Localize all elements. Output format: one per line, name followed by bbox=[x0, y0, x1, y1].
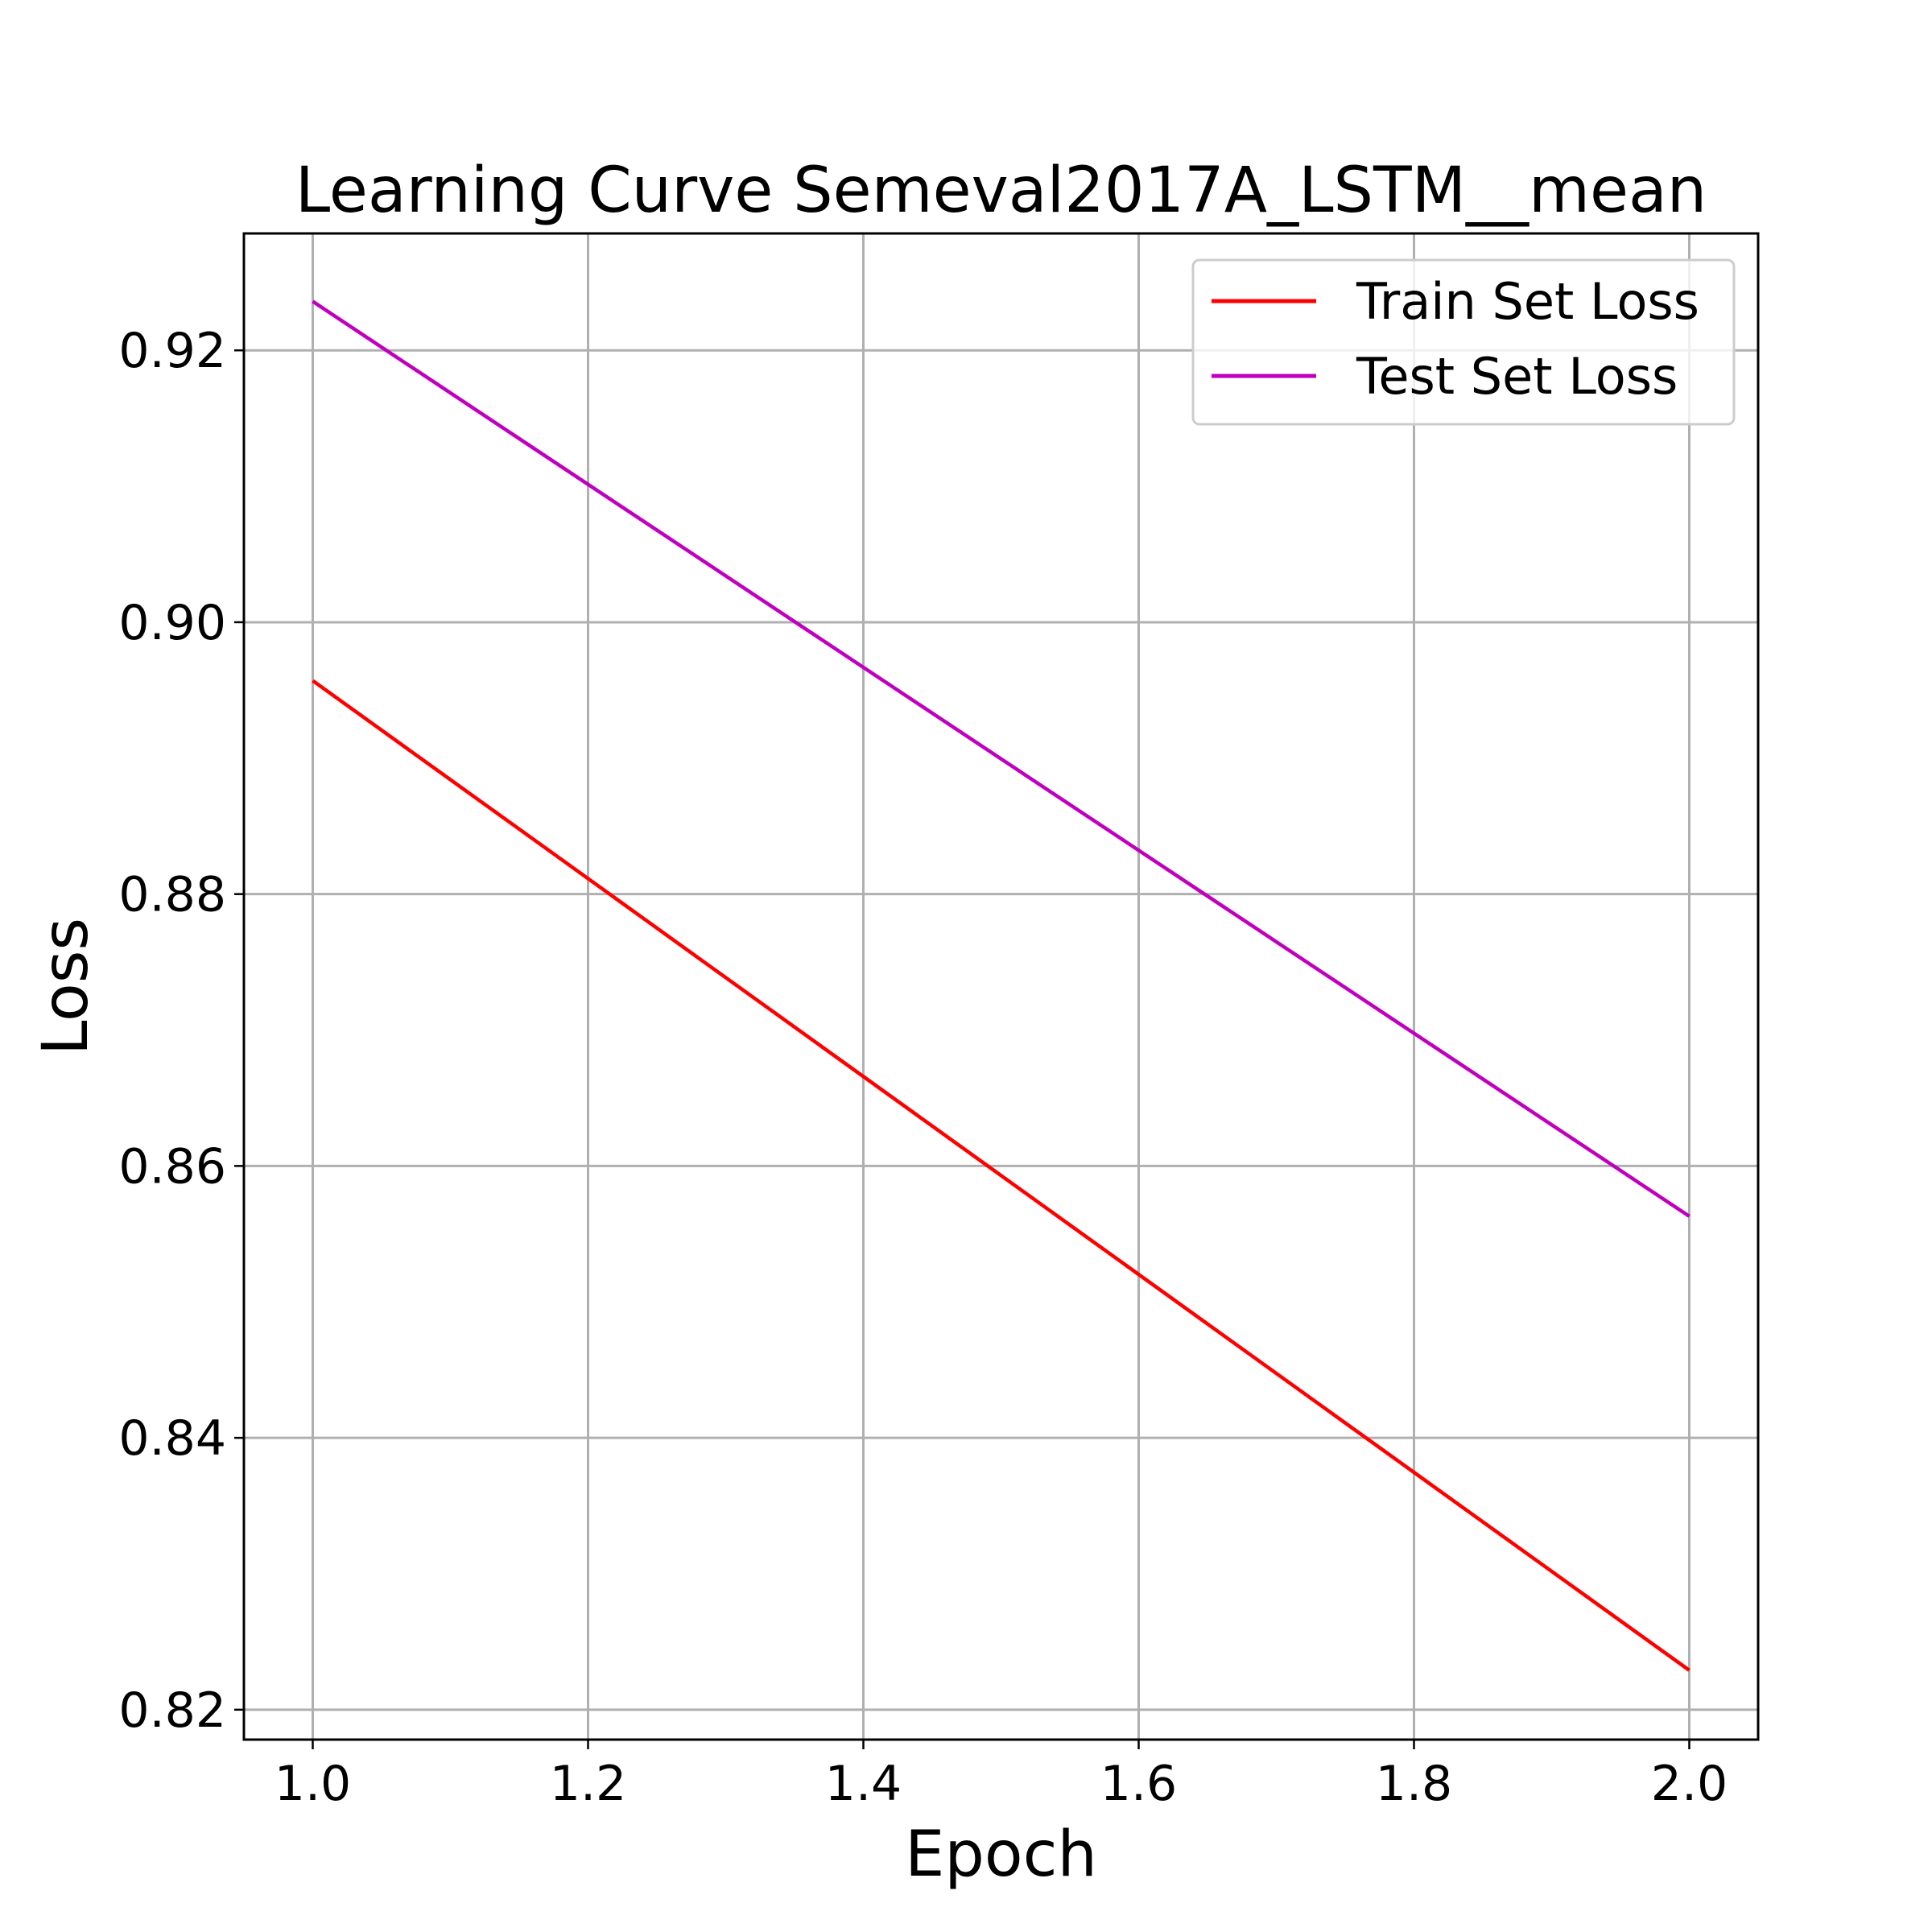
test-loss-line bbox=[312, 299, 1690, 1218]
legend-label-train: Train Set Loss bbox=[1356, 272, 1699, 331]
x-tick-label: 1.2 bbox=[550, 1756, 626, 1812]
legend-box bbox=[1191, 258, 1736, 426]
train-loss-line bbox=[312, 679, 1690, 1672]
x-tick-label: 1.0 bbox=[275, 1756, 351, 1812]
x-tick-label: 1.8 bbox=[1376, 1756, 1452, 1812]
y-axis-label: Loss bbox=[30, 918, 102, 1055]
y-tick-label: 0.92 bbox=[118, 323, 226, 379]
ticks: 1.0 1.2 1.4 1.6 1.8 2.0 0.82 0.84 0.86 0.88 0.90 0.… bbox=[118, 323, 1728, 1812]
x-tick-label: 1.6 bbox=[1100, 1756, 1177, 1812]
y-tick-label: 0.90 bbox=[118, 595, 226, 651]
x-axis-label: Epoch bbox=[905, 1818, 1097, 1891]
x-tick-label: 1.4 bbox=[825, 1756, 902, 1812]
legend-label-test: Test Set Loss bbox=[1356, 347, 1678, 406]
chart-title: Learning Curve Semeval2017A_LSTM__mean bbox=[295, 155, 1707, 227]
y-tick-label: 0.84 bbox=[118, 1410, 226, 1467]
y-tick-label: 0.86 bbox=[118, 1138, 226, 1195]
y-tick-label: 0.88 bbox=[118, 867, 226, 923]
y-tick-label: 0.82 bbox=[118, 1682, 226, 1739]
series-lines bbox=[312, 299, 1690, 1672]
legend: Train Set Loss Test Set Loss bbox=[1191, 258, 1736, 426]
x-tick-label: 2.0 bbox=[1651, 1756, 1728, 1812]
plot-frame bbox=[242, 232, 1760, 1741]
grid bbox=[244, 233, 1758, 1740]
